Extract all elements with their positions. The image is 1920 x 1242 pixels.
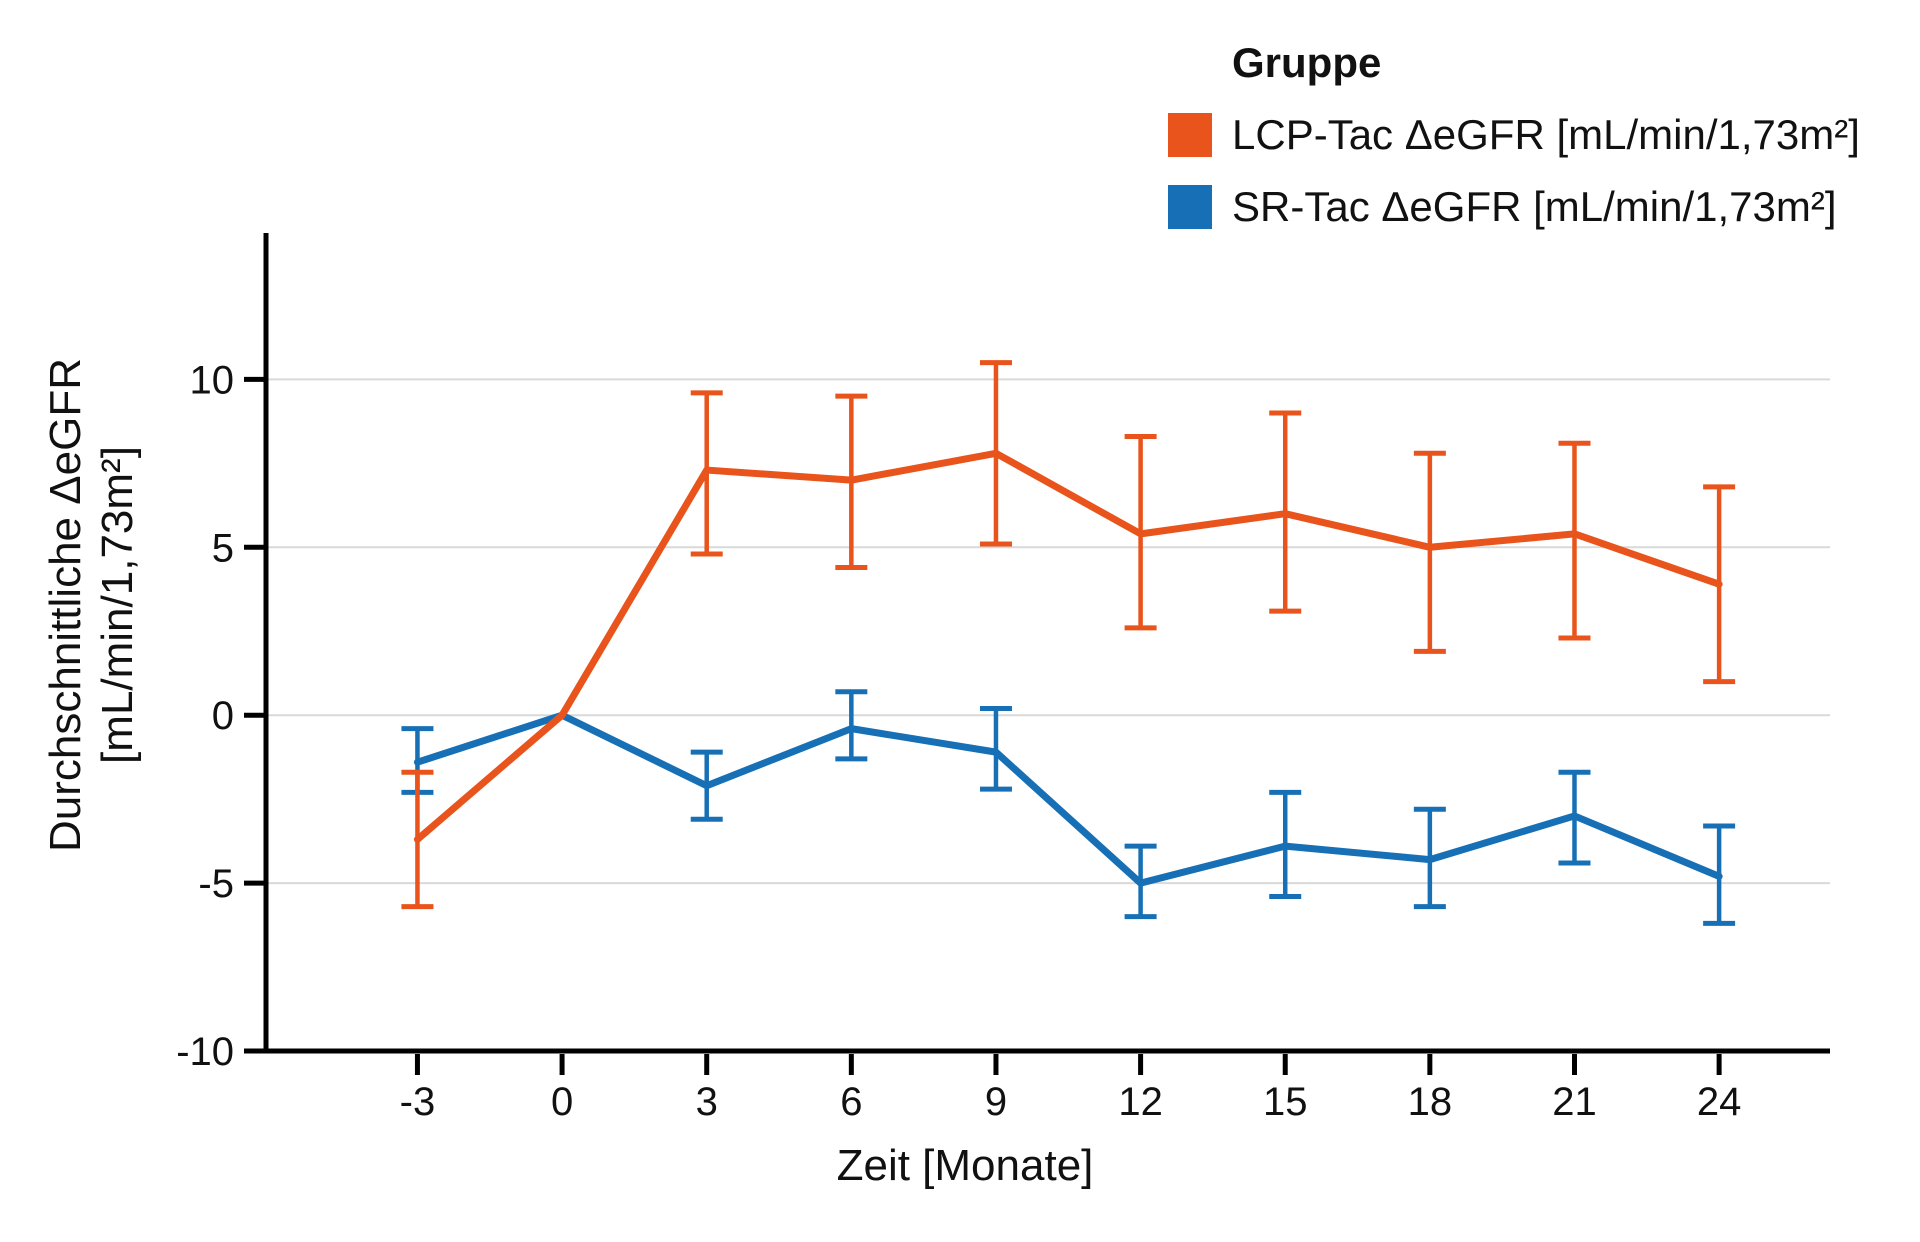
legend-label-lcp-tac: LCP-Tac ΔeGFR [mL/min/1,73m²] — [1232, 111, 1860, 159]
x-tick-label: 0 — [551, 1080, 573, 1124]
legend-swatch-sr-tac — [1168, 185, 1212, 230]
y-tick-label: 10 — [190, 358, 235, 402]
y-tick-label: 5 — [212, 526, 234, 570]
x-tick-label: 12 — [1118, 1080, 1163, 1124]
x-axis-title: Zeit [Monate] — [837, 1141, 1094, 1190]
y-tick-label: -10 — [176, 1030, 234, 1074]
legend-title: Gruppe — [1232, 39, 1382, 86]
x-tick-label: 21 — [1552, 1080, 1597, 1124]
x-tick-label: 24 — [1697, 1080, 1742, 1124]
gridlines — [268, 378, 1830, 885]
x-tick-label: 9 — [985, 1080, 1007, 1124]
y-axis-title-line1: Durchschnittliche ΔeGFR — [41, 358, 90, 852]
legend-swatch-lcp-tac — [1168, 113, 1212, 158]
series-line-sr-tac — [413, 711, 1723, 887]
series-line-lcp-tac — [413, 449, 1723, 843]
x-tick-label: 18 — [1408, 1080, 1453, 1124]
series-sr-tac — [401, 689, 1736, 926]
legend-item-lcp-tac: LCP-Tac ΔeGFR [mL/min/1,73m²] — [1168, 111, 1860, 159]
series-lcp-tac — [401, 360, 1736, 910]
x-tick-label: 6 — [840, 1080, 862, 1124]
legend-label-sr-tac: SR-Tac ΔeGFR [mL/min/1,73m²] — [1232, 183, 1837, 231]
y-tick-label: 0 — [212, 694, 234, 738]
x-tick-label: -3 — [400, 1080, 436, 1124]
legend-item-sr-tac: SR-Tac ΔeGFR [mL/min/1,73m²] — [1168, 184, 1860, 230]
y-axis-title-line2: [mL/min/1,73m²] — [93, 446, 142, 764]
x-tick-label: 15 — [1263, 1080, 1308, 1124]
y-tick-label: -5 — [198, 862, 234, 906]
x-tick-label: 3 — [696, 1080, 718, 1124]
axes: -10 -5 0 5 10 -3 0 3 6 9 12 15 18 21 24 — [176, 233, 1830, 1124]
chart-legend: Gruppe LCP-Tac ΔeGFR [mL/min/1,73m²] SR-… — [1168, 39, 1860, 231]
